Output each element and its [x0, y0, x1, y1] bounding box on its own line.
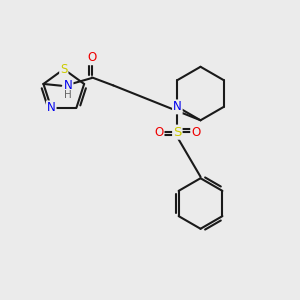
Text: O: O [87, 51, 97, 64]
Text: S: S [173, 126, 182, 139]
Text: O: O [191, 126, 200, 139]
Text: S: S [60, 63, 68, 76]
Text: N: N [64, 79, 73, 92]
Text: H: H [64, 90, 72, 100]
Text: N: N [173, 100, 182, 113]
Text: N: N [47, 101, 56, 114]
Text: O: O [154, 126, 164, 139]
